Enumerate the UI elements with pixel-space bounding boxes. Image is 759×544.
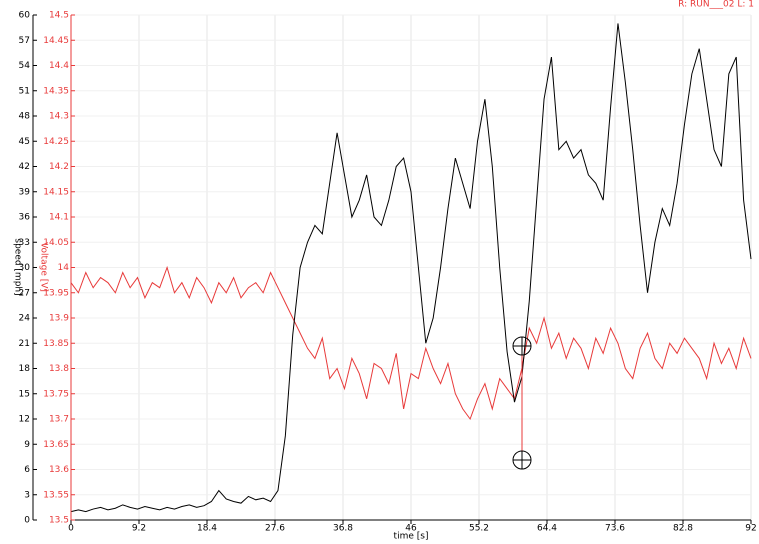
y2-tick-label: 14.45 <box>43 36 69 46</box>
y2-tick-label: 14.2 <box>49 162 69 172</box>
x-tick-label: 82.8 <box>673 524 693 534</box>
y2-tick-label: 14.05 <box>43 238 69 248</box>
y-tick-label: 42 <box>19 162 30 172</box>
run-header: R: RUN___02 L: 1 <box>678 0 754 10</box>
y2-tick-label: 14.3 <box>49 112 69 122</box>
y2-tick-label: 13.85 <box>43 339 69 349</box>
y-tick-label: 30 <box>19 263 31 273</box>
x-tick-label: 9.2 <box>132 524 146 534</box>
y-tick-label: 9 <box>24 440 30 450</box>
x-tick-label: 0 <box>68 524 74 534</box>
x-tick-label: 92 <box>745 524 756 534</box>
y-tick-label: 48 <box>19 112 31 122</box>
y2-tick-label: 14.35 <box>43 86 69 96</box>
y-tick-label: 27 <box>19 288 30 298</box>
y2-tick-label: 14 <box>58 263 70 273</box>
y2-tick-label: 13.95 <box>43 288 69 298</box>
y-tick-label: 24 <box>19 314 31 324</box>
x-tick-label: 73.6 <box>605 524 625 534</box>
x-tick-label: 27.6 <box>265 524 285 534</box>
x-tick-label: 55.2 <box>469 524 489 534</box>
y2-tick-label: 13.7 <box>49 415 69 425</box>
x-tick-label: 36.8 <box>333 524 353 534</box>
y2-tick-label: 13.65 <box>43 440 69 450</box>
x-tick-label: 64.4 <box>537 524 557 534</box>
cursor-marker <box>512 336 532 470</box>
y2-tick-label: 14.4 <box>49 61 69 71</box>
y2-tick-label: 14.1 <box>49 213 69 223</box>
y-tick-label: 60 <box>19 11 31 21</box>
y-tick-label: 57 <box>19 36 30 46</box>
y-tick-label: 54 <box>19 61 31 71</box>
x-tick-label: 46 <box>405 524 417 534</box>
y2-tick-label: 14.25 <box>43 137 69 147</box>
series-line <box>70 265 752 421</box>
x-tick-label: 18.4 <box>197 524 217 534</box>
y2-tick-label: 13.75 <box>43 389 69 399</box>
y-tick-label: 15 <box>19 389 30 399</box>
y-tick-label: 12 <box>19 415 30 425</box>
y-tick-label: 45 <box>19 137 30 147</box>
y-tick-label: 39 <box>19 187 31 197</box>
y2-tick-label: 14.15 <box>43 187 69 197</box>
y2-tick-label: 13.9 <box>49 314 69 324</box>
y-tick-label: 36 <box>19 213 31 223</box>
y-axis-label: speed [mph] <box>13 238 23 295</box>
grid <box>70 14 752 521</box>
x-axis-label: time [s] <box>394 532 429 542</box>
y-tick-label: 51 <box>19 86 30 96</box>
y2-tick-label: 14.5 <box>49 11 69 21</box>
series-line <box>70 23 752 513</box>
y2-tick-label: 13.6 <box>49 465 69 475</box>
y-tick-label: 18 <box>19 364 31 374</box>
y2-tick-label: 13.8 <box>49 364 69 374</box>
y-tick-label: 21 <box>19 339 30 349</box>
y-tick-label: 3 <box>24 490 30 500</box>
y-tick-label: 33 <box>19 238 30 248</box>
plot <box>70 23 752 513</box>
y2-tick-label: 13.55 <box>43 490 69 500</box>
y-tick-label: 6 <box>24 465 30 475</box>
y2-axis-label: Voltage [V] <box>39 242 49 292</box>
y2-tick-label: 13.5 <box>49 516 69 526</box>
y-tick-label: 0 <box>24 516 30 526</box>
